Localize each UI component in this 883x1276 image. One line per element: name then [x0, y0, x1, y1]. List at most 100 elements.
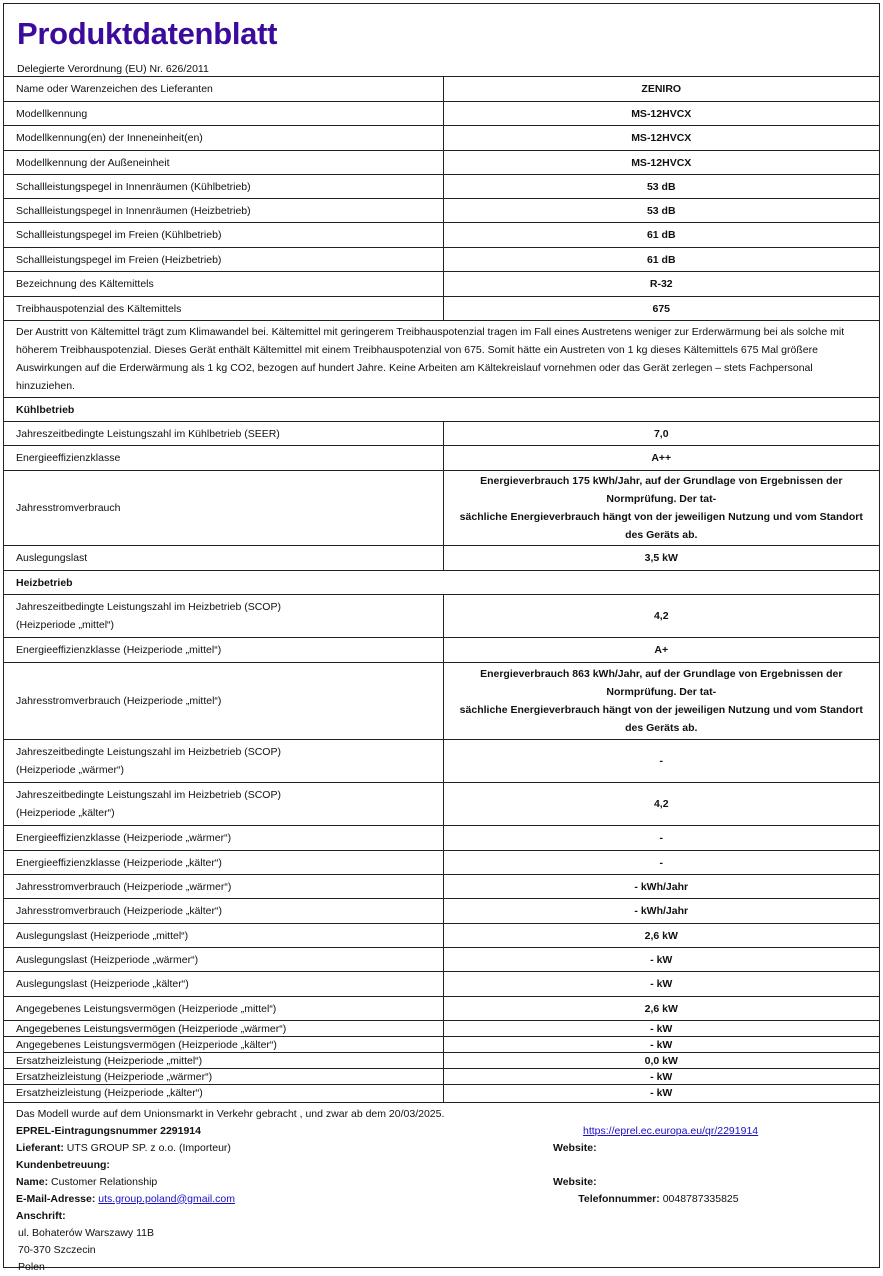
section-row: Kühlbetrieb	[4, 397, 879, 422]
row-value: - kW	[442, 1036, 879, 1053]
address-label: Anschrift:	[16, 1209, 66, 1222]
row-value: MS-12HVCX	[442, 125, 879, 151]
row-value: 61 dB	[442, 247, 879, 272]
row-label: Energieeffizienzklasse	[4, 445, 443, 471]
row-value: 2,6 kW	[442, 996, 879, 1021]
row-value: R-32	[442, 271, 879, 297]
row-value: 3,5 kW	[442, 545, 879, 571]
table-row: Jahresstromverbrauch (Heizperiode „wärme…	[4, 874, 879, 899]
row-value: - kW	[442, 1084, 879, 1102]
row-label: Schallleistungspegel im Freien (Heizbetr…	[4, 247, 443, 272]
supplier-label: Lieferant:	[16, 1141, 64, 1154]
row-value: 4,2	[442, 782, 879, 826]
row-label: Modellkennung	[4, 101, 443, 126]
row-label: Energieeffizienzklasse (Heizperiode „käl…	[4, 850, 443, 875]
table-row: Angegebenes Leistungsvermögen (Heizperio…	[4, 996, 879, 1021]
table-row: Jahresstromverbrauch (Heizperiode „mitte…	[4, 662, 879, 740]
table-row: Schallleistungspegel in Innenräumen (Hei…	[4, 198, 879, 223]
website2-label: Website:	[553, 1175, 597, 1188]
row-label: Jahresstromverbrauch (Heizperiode „wärme…	[4, 874, 443, 899]
table-row: Modellkennung(en) der Inneneinheit(en) MS…	[4, 125, 879, 151]
table-row: Schallleistungspegel im Freien (Heizbetr…	[4, 247, 879, 272]
table-row: Jahreszeitbedingte Leistungszahl im Heiz…	[4, 782, 879, 826]
row-label: Auslegungslast	[4, 545, 443, 571]
row-label: Schallleistungspegel im Freien (Kühlbetr…	[4, 222, 443, 248]
row-value: - kW	[442, 1068, 879, 1085]
table-row: Energieeffizienzklasse (Heizperiode „mit…	[4, 637, 879, 663]
row-value: 53 dB	[442, 198, 879, 223]
row-label: Jahreszeitbedingte Leistungszahl im Heiz…	[4, 594, 443, 638]
page-title: Produktdatenblatt	[17, 16, 278, 51]
contact-name: Customer Relationship	[51, 1175, 158, 1188]
table-row: Modellkennung der Außeneinheit MS-12HVCX	[4, 150, 879, 175]
row-value: 4,2	[442, 594, 879, 638]
table-row: Auslegungslast (Heizperiode „wärmer“) - k…	[4, 947, 879, 972]
row-value: -	[442, 850, 879, 875]
email-label: E-Mail-Adresse:	[16, 1192, 96, 1205]
row-label: Jahreszeitbedingte Leistungszahl im Kühl…	[4, 421, 443, 446]
table-row: Schallleistungspegel im Freien (Kühlbetr…	[4, 222, 879, 248]
address-country: Polen	[18, 1260, 45, 1273]
row-label: Treibhauspotenzial des Kältemittels	[4, 296, 443, 321]
table-row: Energieeffizienzklasse (Heizperiode „käl…	[4, 850, 879, 875]
table-row: Ersatzheizleistung (Heizperiode „mittel“…	[4, 1052, 879, 1069]
phone: 0048787335825	[662, 1192, 739, 1205]
table-row: Bezeichnung des Kältemittels R-32	[4, 271, 879, 297]
table-row: Angegebenes Leistungsvermögen (Heizperio…	[4, 1036, 879, 1053]
row-label: Jahreszeitbedingte Leistungszahl im Heiz…	[4, 739, 443, 783]
support-label: Kundenbetreuung:	[16, 1158, 110, 1171]
row-label: Bezeichnung des Kältemittels	[4, 271, 443, 297]
table-row: Modellkennung MS-12HVCX	[4, 101, 879, 126]
table-row: Angegebenes Leistungsvermögen (Heizperio…	[4, 1020, 879, 1037]
row-value: 7,0	[442, 421, 879, 446]
table-row: Energieeffizienzklasse A++	[4, 445, 879, 471]
email-link[interactable]: uts.group.poland@gmail.com	[98, 1192, 236, 1205]
row-label: Ersatzheizleistung (Heizperiode „wärmer“…	[4, 1068, 443, 1085]
row-label: Ersatzheizleistung (Heizperiode „mittel“…	[4, 1052, 443, 1069]
spec-table: Name oder Warenzeichen des Lieferanten ZE…	[4, 76, 879, 1102]
table-row: Jahreszeitbedingte Leistungszahl im Heiz…	[4, 739, 879, 783]
eprel-link[interactable]: https://eprel.ec.europa.eu/qr/2291914	[583, 1124, 759, 1137]
table-row: Ersatzheizleistung (Heizperiode „kälter“…	[4, 1084, 879, 1102]
refrigerant-note: Der Austritt von Kältemittel trägt zum K…	[4, 320, 879, 398]
row-value: 2,6 kW	[442, 923, 879, 948]
eprel-number: EPREL-Eintragungsnummer 2291914	[16, 1124, 201, 1137]
note-row: Der Austritt von Kältemittel trägt zum K…	[4, 320, 879, 398]
table-row: Energieeffizienzklasse (Heizperiode „wär…	[4, 825, 879, 851]
row-label: Auslegungslast (Heizperiode „wärmer“)	[4, 947, 443, 972]
row-value: 675	[442, 296, 879, 321]
row-label: Jahresstromverbrauch	[4, 470, 443, 546]
row-label: Jahresstromverbrauch (Heizperiode „kälte…	[4, 898, 443, 924]
row-value: 0,0 kW	[442, 1052, 879, 1069]
row-value: 61 dB	[442, 222, 879, 248]
section-heading: Kühlbetrieb	[4, 397, 879, 422]
row-label: Angegebenes Leistungsvermögen (Heizperio…	[4, 1020, 443, 1037]
row-value: - kW	[442, 1020, 879, 1037]
row-label: Energieeffizienzklasse (Heizperiode „mit…	[4, 637, 443, 663]
table-row: Auslegungslast (Heizperiode „mittel“) 2,6…	[4, 923, 879, 948]
row-value: - kW	[442, 971, 879, 997]
row-label: Energieeffizienzklasse (Heizperiode „wär…	[4, 825, 443, 851]
section-row: Heizbetrieb	[4, 570, 879, 595]
row-label: Name oder Warenzeichen des Lieferanten	[4, 76, 443, 102]
row-label: Jahreszeitbedingte Leistungszahl im Heiz…	[4, 782, 443, 826]
row-label: Auslegungslast (Heizperiode „kälter“)	[4, 971, 443, 997]
row-label: Modellkennung der Außeneinheit	[4, 150, 443, 175]
section-heading: Heizbetrieb	[4, 570, 879, 595]
row-value: 53 dB	[442, 174, 879, 199]
name-label: Name:	[16, 1175, 49, 1188]
table-row: Ersatzheizleistung (Heizperiode „wärmer“…	[4, 1068, 879, 1085]
row-label: Schallleistungspegel in Innenräumen (Küh…	[4, 174, 443, 199]
row-value: - kWh/Jahr	[442, 874, 879, 899]
table-row: Name oder Warenzeichen des Lieferanten ZE…	[4, 76, 879, 102]
row-value: MS-12HVCX	[442, 101, 879, 126]
row-value: - kWh/Jahr	[442, 898, 879, 924]
address-street: ul. Bohaterów Warszawy 11B	[18, 1226, 154, 1239]
row-label: Schallleistungspegel in Innenräumen (Hei…	[4, 198, 443, 223]
row-value: -	[442, 825, 879, 851]
website-label: Website:	[553, 1141, 597, 1154]
phone-label: Telefonnummer:	[578, 1192, 660, 1205]
row-value: ZENIRO	[442, 76, 879, 102]
row-label: Jahresstromverbrauch (Heizperiode „mitte…	[4, 662, 443, 740]
address-city: 70-370 Szczecin	[18, 1243, 96, 1256]
